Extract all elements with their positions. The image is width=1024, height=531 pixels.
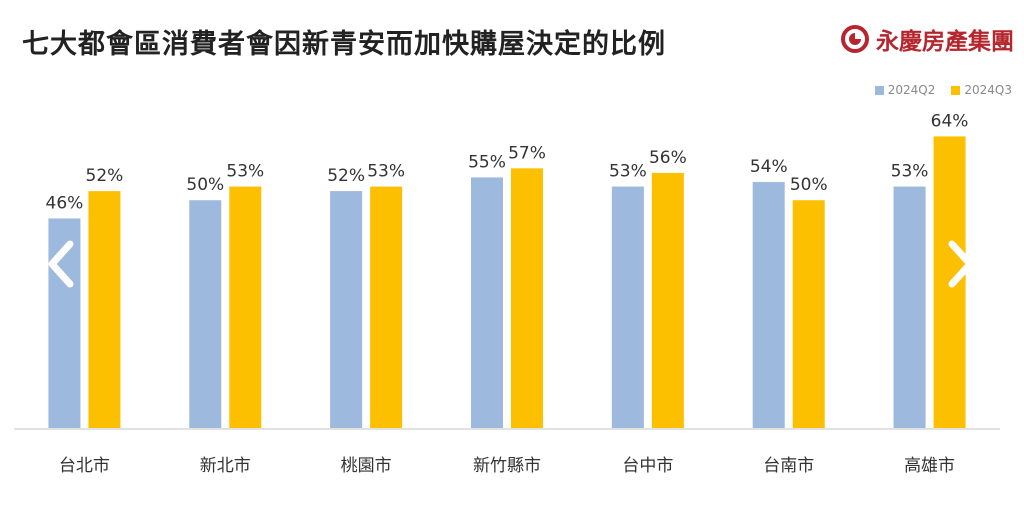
- x-tick-label: 新竹縣市: [473, 456, 541, 476]
- chevron-left-icon[interactable]: [40, 232, 84, 296]
- data-label: 64%: [931, 111, 969, 131]
- data-label: 50%: [790, 175, 828, 195]
- legend-item-q2: 2024Q2: [874, 83, 936, 97]
- x-tick-label: 桃園市: [341, 456, 392, 476]
- legend-item-q3: 2024Q3: [951, 83, 1012, 97]
- data-label: 55%: [468, 152, 506, 172]
- chart-legend: 2024Q2 2024Q3: [874, 83, 1012, 97]
- data-label: 52%: [86, 166, 124, 186]
- bar-2024q3-2: [370, 186, 403, 428]
- brand-name: 永慶房產集團: [876, 29, 1014, 55]
- legend-label-q2: 2024Q2: [887, 83, 936, 97]
- data-label: 54%: [750, 157, 788, 177]
- data-label: 52%: [327, 166, 365, 186]
- legend-label-q3: 2024Q3: [964, 83, 1012, 97]
- x-tick-label: 台中市: [622, 456, 673, 476]
- bar-2024q3-3: [511, 168, 543, 429]
- x-tick-label: 台北市: [59, 456, 110, 476]
- bar-2024q3-5: [792, 200, 825, 428]
- x-tick-label: 新北市: [200, 456, 251, 476]
- bar-2024q2-5: [752, 182, 785, 428]
- data-label: 53%: [226, 162, 264, 182]
- data-label: 46%: [46, 193, 84, 213]
- data-label: 53%: [367, 162, 405, 182]
- x-tick-label: 高雄市: [904, 456, 955, 476]
- legend-swatch-q2: [874, 85, 884, 95]
- bar-2024q3-1: [229, 186, 262, 428]
- legend-swatch-q3: [951, 85, 961, 95]
- bar-2024q3-4: [651, 172, 684, 428]
- data-label: 53%: [891, 162, 929, 182]
- chevron-right-icon[interactable]: [938, 232, 982, 296]
- yungching-logo-icon: [841, 25, 869, 53]
- data-label: 53%: [609, 162, 647, 182]
- bar-2024q2-6: [893, 186, 926, 428]
- bar-2024q2-1: [189, 200, 222, 428]
- brand-logo: 永慶房產集團: [840, 22, 1014, 56]
- data-label: 56%: [649, 148, 687, 168]
- data-label: 50%: [186, 175, 224, 195]
- bar-2024q3-0: [88, 191, 121, 428]
- bar-2024q2-2: [330, 191, 363, 428]
- x-tick-label: 台南市: [763, 456, 814, 476]
- chart-title: 七大都會區消費者會因新青安而加快購屋決定的比例: [22, 29, 666, 60]
- bar-2024q2-4: [611, 186, 644, 428]
- bar-2024q2-3: [471, 177, 503, 428]
- data-label: 57%: [508, 143, 546, 163]
